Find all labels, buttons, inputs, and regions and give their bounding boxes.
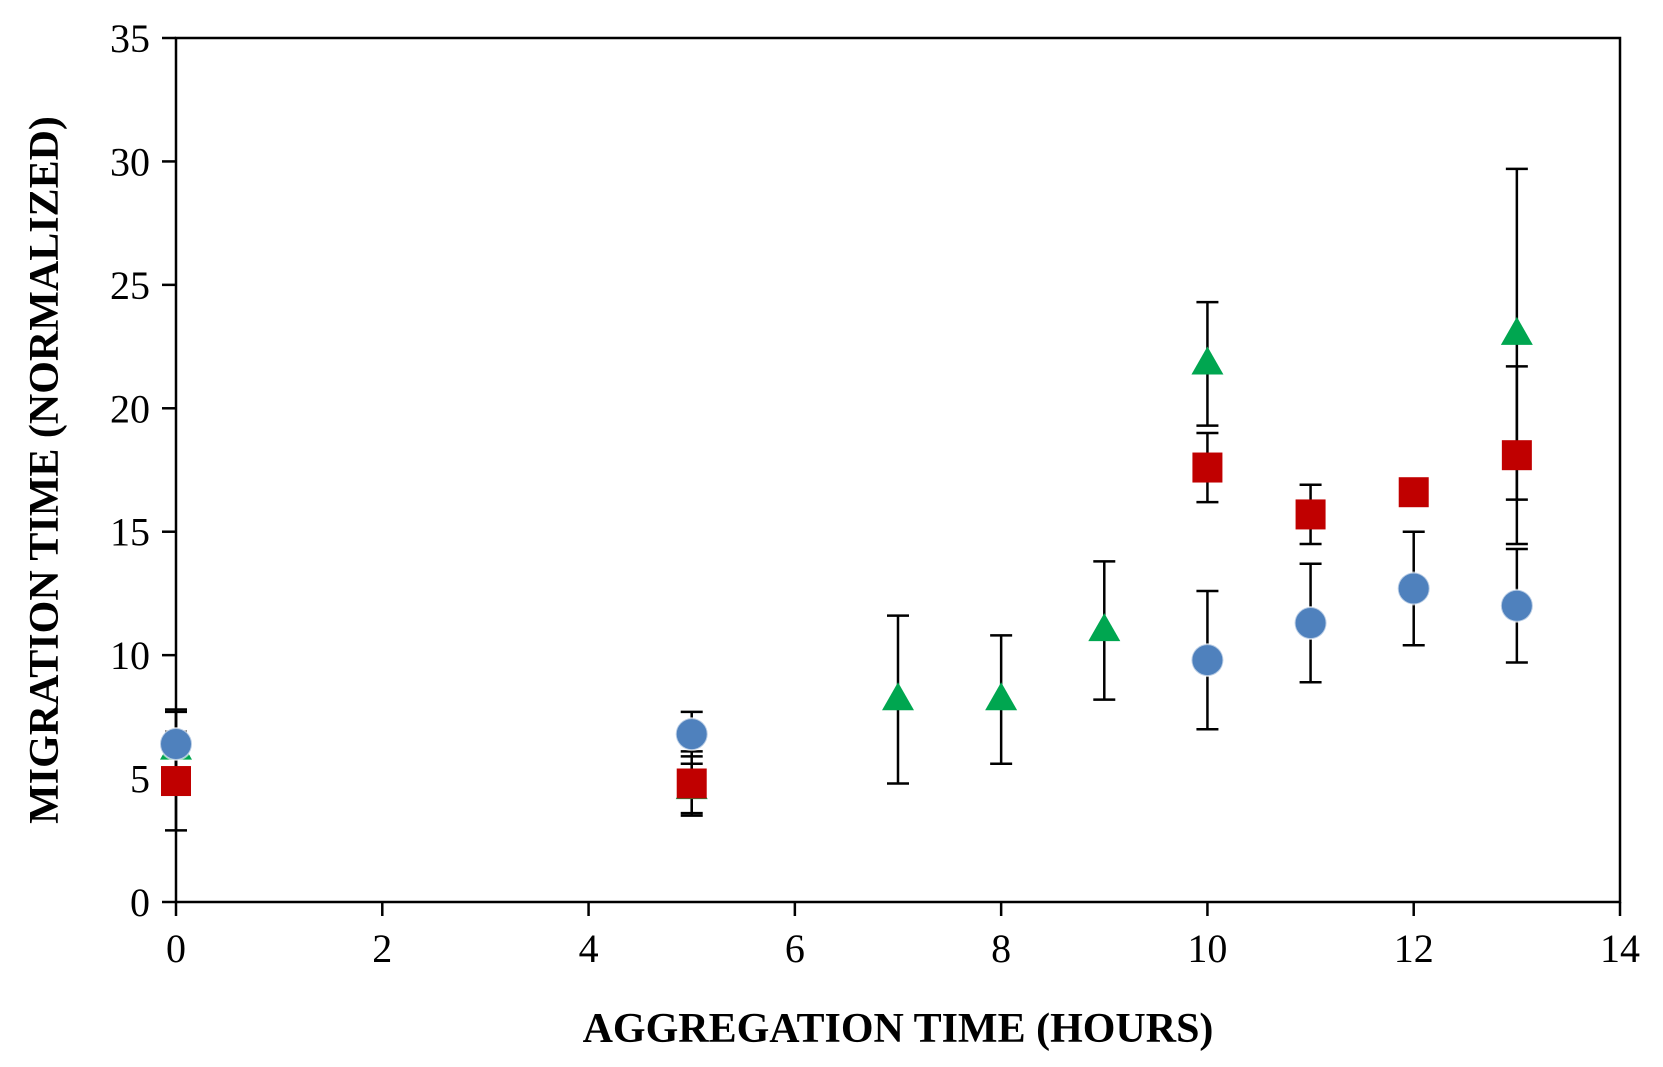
data-point-square — [1398, 477, 1429, 508]
y-tick-label: 30 — [110, 139, 150, 184]
data-point-triangle — [1500, 316, 1533, 345]
data-point-square — [676, 768, 707, 799]
data-point-square — [1501, 440, 1532, 471]
data-point-circle — [1190, 643, 1225, 678]
y-tick-label: 20 — [110, 386, 150, 431]
x-tick-label: 12 — [1394, 926, 1434, 971]
data-point-triangle — [985, 682, 1018, 711]
data-point-square — [161, 766, 191, 797]
plot-frame — [174, 36, 1622, 904]
data-point-circle — [1396, 571, 1431, 606]
data-point-square — [1295, 499, 1326, 530]
y-tick-label: 15 — [110, 510, 150, 555]
x-tick-label: 4 — [579, 926, 599, 971]
data-point-circle — [159, 727, 193, 762]
y-tick-label: 5 — [130, 757, 150, 802]
data-point-triangle — [882, 682, 914, 711]
y-tick-label: 10 — [110, 633, 150, 678]
x-axis-ticks: 0 2 4 6 8 10 12 14 — [166, 902, 1640, 971]
y-tick-label: 0 — [130, 880, 150, 925]
y-axis-title: MIGRATION TIME (NORMALIZED) — [22, 116, 68, 824]
x-tick-label: 6 — [785, 926, 805, 971]
x-tick-label: 10 — [1187, 926, 1227, 971]
y-tick-label: 25 — [110, 263, 150, 308]
data-point-circle — [1293, 606, 1328, 641]
x-axis-title: AGGREGATION TIME (HOURS) — [583, 1006, 1214, 1052]
y-tick-label: 35 — [110, 16, 150, 61]
markers — [159, 316, 1534, 800]
data-point-circle — [1499, 588, 1534, 623]
data-point-triangle — [1191, 346, 1224, 375]
data-point-square — [1192, 452, 1223, 483]
data-point-circle — [674, 717, 709, 752]
x-tick-label: 0 — [166, 926, 186, 971]
data-marks — [159, 167, 1534, 832]
x-tick-label: 14 — [1600, 926, 1640, 971]
x-tick-label: 8 — [991, 926, 1011, 971]
x-tick-label: 2 — [372, 926, 392, 971]
data-point-triangle — [1088, 613, 1121, 642]
y-axis-ticks: 0 5 10 15 20 25 30 35 — [110, 16, 176, 925]
